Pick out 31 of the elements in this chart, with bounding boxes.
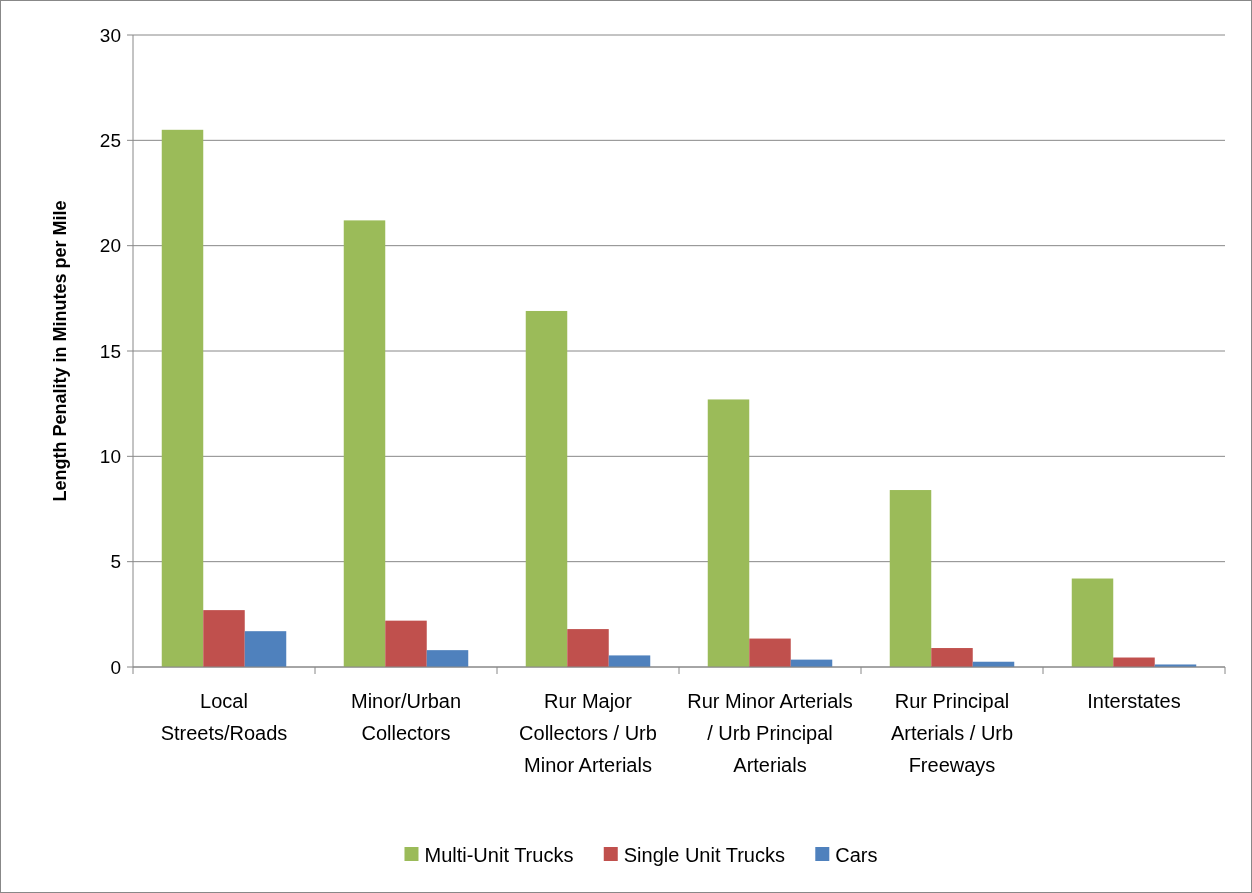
- bar: [343, 220, 386, 667]
- y-tick-label: 5: [110, 551, 121, 573]
- legend-label: Multi-Unit Trucks: [424, 844, 574, 866]
- y-tick-label: 25: [99, 129, 121, 151]
- x-tick-label: Rur Major Collectors / Urb Minor Arterials: [519, 690, 657, 776]
- bar: [567, 629, 609, 667]
- bar: [707, 399, 750, 667]
- bar: [525, 310, 568, 667]
- legend-label: Cars: [835, 844, 878, 866]
- x-tick-label: Rur Minor Arterials / Urb Principal Arterials: [687, 690, 853, 776]
- y-tick-label: 10: [99, 445, 121, 467]
- x-tick-label: Rur Principal Arterials / Urb Freeways: [890, 690, 1014, 776]
- bar: [426, 650, 469, 667]
- x-tick-label: Interstates: [1087, 690, 1181, 712]
- bar: [1071, 578, 1114, 667]
- bar: [608, 655, 651, 667]
- legend-label: Single Unit Trucks: [623, 844, 785, 866]
- bar: [889, 490, 932, 667]
- x-tick-label: Minor/Urban Collectors: [350, 690, 462, 744]
- bar: [931, 648, 973, 667]
- y-tick-label: 15: [99, 340, 121, 362]
- y-axis-title: Length Penality in Minutes per Mile: [50, 200, 70, 502]
- bar: [244, 631, 287, 667]
- y-tick-label: 0: [110, 656, 121, 678]
- y-tick-label: 30: [99, 24, 121, 46]
- bar: [385, 620, 427, 667]
- x-tick-label: Local Streets/Roads: [160, 690, 288, 744]
- y-tick-label: 20: [99, 235, 121, 257]
- bar: [749, 638, 791, 667]
- bar: [161, 129, 204, 667]
- bar: [203, 610, 245, 667]
